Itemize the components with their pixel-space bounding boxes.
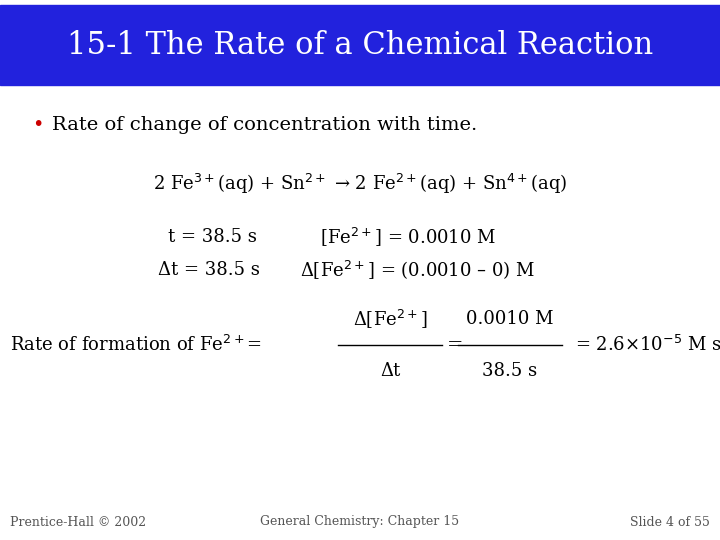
Text: Δ[Fe$^{2+}$] = (0.0010 – 0) M: Δ[Fe$^{2+}$] = (0.0010 – 0) M	[300, 259, 535, 281]
Text: t = 38.5 s: t = 38.5 s	[168, 228, 257, 246]
Text: [Fe$^{2+}$] = 0.0010 M: [Fe$^{2+}$] = 0.0010 M	[320, 226, 496, 248]
FancyBboxPatch shape	[0, 5, 720, 85]
Text: Δ[Fe$^{2+}$]: Δ[Fe$^{2+}$]	[353, 307, 428, 330]
Text: Δt = 38.5 s: Δt = 38.5 s	[158, 261, 260, 279]
Text: 15-1 The Rate of a Chemical Reaction: 15-1 The Rate of a Chemical Reaction	[67, 30, 653, 60]
Text: •: •	[32, 116, 44, 134]
Text: = 2.6×10$^{-5}$ M s$^{-1}$: = 2.6×10$^{-5}$ M s$^{-1}$	[575, 335, 720, 355]
Text: Slide 4 of 55: Slide 4 of 55	[630, 516, 710, 529]
Text: Rate of formation of Fe$^{2+}$=: Rate of formation of Fe$^{2+}$=	[10, 335, 262, 355]
Text: 38.5 s: 38.5 s	[482, 362, 538, 380]
Text: =: =	[446, 336, 463, 354]
Text: 2 Fe$^{3+}$(aq) + Sn$^{2+}$ → 2 Fe$^{2+}$(aq) + Sn$^{4+}$(aq): 2 Fe$^{3+}$(aq) + Sn$^{2+}$ → 2 Fe$^{2+}…	[153, 172, 567, 196]
Text: Prentice-Hall © 2002: Prentice-Hall © 2002	[10, 516, 146, 529]
Text: Rate of change of concentration with time.: Rate of change of concentration with tim…	[52, 116, 477, 134]
Text: Δt: Δt	[380, 362, 400, 380]
Text: General Chemistry: Chapter 15: General Chemistry: Chapter 15	[261, 516, 459, 529]
Text: 0.0010 M: 0.0010 M	[467, 310, 554, 328]
